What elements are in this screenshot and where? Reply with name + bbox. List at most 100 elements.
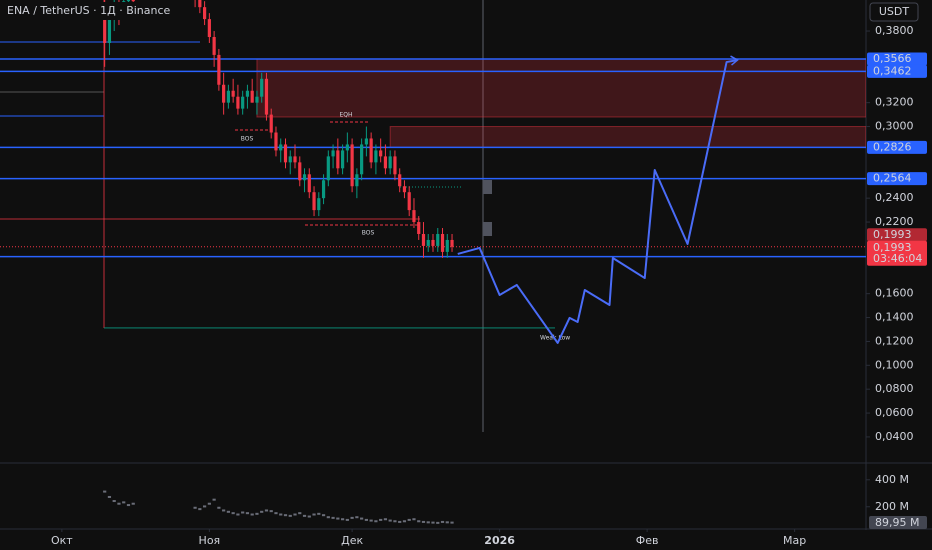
volume-bar bbox=[450, 521, 454, 524]
candle-body bbox=[293, 156, 297, 163]
price-label-bg bbox=[867, 228, 927, 242]
volume-bar bbox=[388, 519, 392, 522]
candle-body bbox=[203, 7, 207, 20]
price-label: 0,1993 bbox=[873, 228, 912, 241]
volume-bar bbox=[317, 512, 321, 515]
level-label-bg bbox=[867, 52, 927, 66]
volume-tick-label: 400 M bbox=[875, 473, 909, 486]
candle-body bbox=[426, 239, 430, 246]
candle-body bbox=[379, 150, 383, 157]
volume-bar bbox=[288, 514, 292, 517]
zone bbox=[389, 126, 866, 148]
volume-bar bbox=[336, 517, 340, 520]
candle-body bbox=[364, 138, 368, 145]
last-price: 0,1993 bbox=[873, 241, 912, 254]
volume-bar bbox=[407, 518, 411, 521]
volume-bar bbox=[236, 513, 240, 516]
volume-bar bbox=[226, 510, 230, 513]
volume-bar bbox=[421, 520, 426, 523]
candle-body bbox=[222, 84, 226, 103]
y-tick-label: 0,3200 bbox=[875, 96, 914, 109]
x-tick-label: Ноя bbox=[199, 534, 221, 547]
volume-bar bbox=[255, 512, 259, 515]
annotation: BOS bbox=[362, 230, 375, 237]
y-tick-label: 0,1400 bbox=[875, 311, 914, 324]
candle-body bbox=[402, 186, 407, 193]
volume-bar bbox=[350, 516, 354, 519]
candle-body bbox=[212, 37, 216, 55]
candle-body bbox=[231, 90, 235, 97]
candle-body bbox=[321, 180, 326, 199]
candle-body bbox=[260, 78, 264, 97]
candle-body bbox=[436, 233, 440, 246]
volume-bar bbox=[198, 508, 202, 511]
candle-body bbox=[307, 174, 311, 193]
volume-bar bbox=[193, 506, 197, 509]
volume-bar bbox=[298, 512, 302, 515]
volume-bar bbox=[107, 495, 112, 498]
volume-bar bbox=[321, 514, 326, 517]
candle-body bbox=[412, 210, 416, 223]
candle-body bbox=[369, 138, 373, 163]
volume-bar bbox=[431, 521, 435, 524]
title-bg bbox=[2, 2, 162, 20]
volume-bar bbox=[383, 518, 388, 521]
y-tick-label: 0,0600 bbox=[875, 406, 914, 419]
volume-bar bbox=[355, 516, 359, 519]
candle-body bbox=[331, 150, 335, 157]
candle-body bbox=[417, 222, 421, 234]
volume-last-bg bbox=[869, 516, 927, 529]
candle-body bbox=[274, 132, 278, 151]
volume-bar bbox=[307, 515, 311, 518]
currency[interactable]: USDT bbox=[879, 5, 910, 18]
x-tick-label: Дек bbox=[341, 534, 363, 547]
volume-bar bbox=[231, 512, 235, 515]
candle-body bbox=[421, 233, 426, 246]
volume-bar bbox=[369, 519, 373, 522]
candle-body bbox=[340, 150, 345, 169]
annotation: BOS bbox=[241, 136, 254, 143]
candle-body bbox=[445, 239, 449, 252]
x-tick-label: 2026 bbox=[484, 534, 515, 547]
y-tick-label: 0,0800 bbox=[875, 382, 914, 395]
candle-body bbox=[350, 144, 354, 187]
candle-body bbox=[302, 174, 307, 181]
y-tick-label: 0,3000 bbox=[875, 120, 914, 133]
candle-body bbox=[255, 96, 259, 103]
candle-body bbox=[103, 7, 107, 43]
volume-bar bbox=[379, 518, 383, 521]
volume-last: 89,95 M bbox=[875, 516, 919, 529]
candle-body bbox=[288, 156, 292, 163]
candle-body bbox=[383, 156, 388, 169]
level-label: 0,3566 bbox=[873, 52, 912, 65]
volume-bar bbox=[245, 512, 250, 515]
volume-bar bbox=[260, 510, 264, 513]
projection-arrow bbox=[730, 55, 739, 66]
y-tick-label: 0,1200 bbox=[875, 334, 914, 347]
candle-body bbox=[360, 144, 364, 175]
level-label-bg bbox=[867, 140, 927, 154]
volume-bar bbox=[326, 516, 330, 519]
volume-bar bbox=[264, 509, 269, 512]
y-tick-label: 0,2400 bbox=[875, 191, 914, 204]
volume-pane bbox=[103, 490, 454, 524]
candle-body bbox=[283, 144, 288, 163]
currency-box[interactable] bbox=[869, 2, 919, 22]
y-tick-label: 0,1600 bbox=[875, 287, 914, 300]
candle-body bbox=[326, 156, 330, 181]
volume-bar bbox=[212, 498, 216, 501]
y-tick-label: 0,1000 bbox=[875, 358, 914, 371]
volume-bar bbox=[445, 521, 449, 524]
candle-body bbox=[198, 0, 202, 8]
level-label-bg bbox=[867, 172, 927, 186]
candle-body bbox=[241, 96, 245, 109]
candle-body bbox=[226, 90, 230, 103]
zone bbox=[256, 58, 866, 118]
candle-body bbox=[440, 233, 445, 252]
volume-bar bbox=[426, 521, 430, 524]
candle-body bbox=[131, 0, 135, 2]
candle-body bbox=[264, 78, 269, 115]
